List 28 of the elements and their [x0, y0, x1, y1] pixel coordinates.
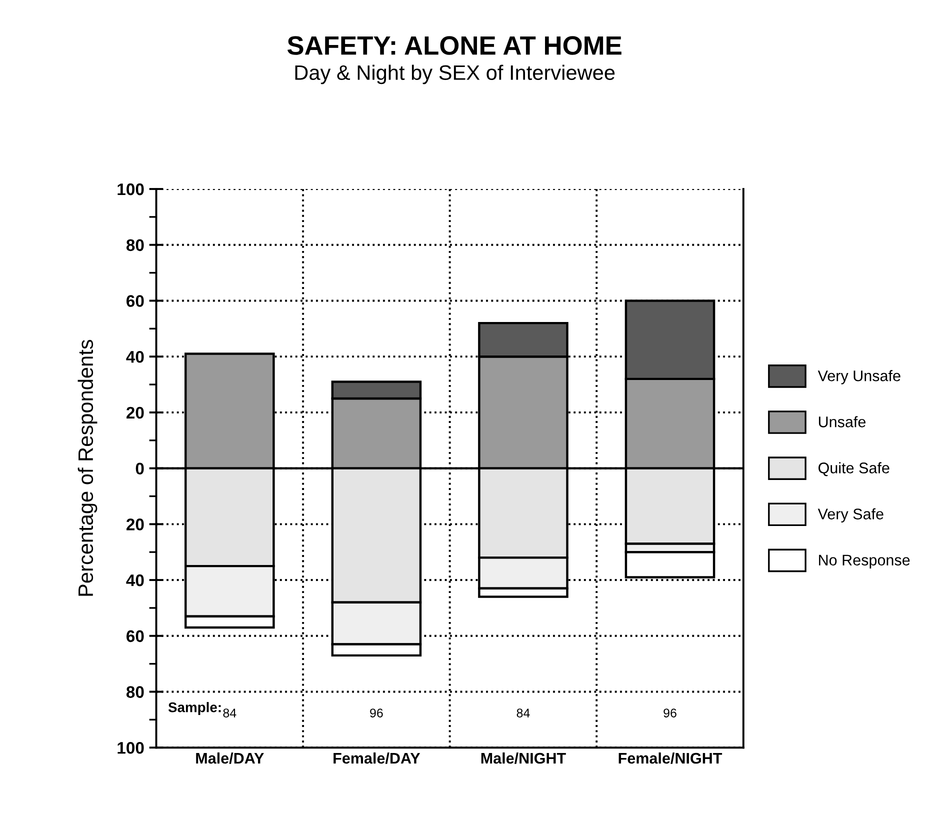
- legend-label: Very Unsafe: [818, 370, 900, 384]
- annotation: 84: [516, 708, 530, 718]
- annotation: 84: [223, 708, 236, 718]
- x-tick-label: Female/DAY: [334, 752, 420, 764]
- y-tick-label: 60: [126, 295, 144, 307]
- annotation: 96: [664, 708, 676, 718]
- y-tick-label: 40: [126, 350, 144, 363]
- legend-label: Quite Safe: [818, 462, 890, 476]
- legend-label: Very Safe: [818, 508, 884, 522]
- y-tick-label: 100: [118, 742, 144, 754]
- legend-label: No Response: [819, 554, 910, 569]
- x-tick-label: Male/NIGHT: [481, 752, 566, 764]
- y-tick-label: 20: [126, 518, 144, 530]
- y-tick-label: 80: [126, 239, 144, 252]
- chart-title: SAFETY: ALONE AT HOME: [287, 36, 622, 55]
- y-tick-label: 80: [126, 686, 144, 698]
- y-tick-label: 40: [126, 574, 144, 586]
- annotation: Sample:: [168, 702, 221, 715]
- legend-label: Unsafe: [818, 416, 866, 428]
- y-tick-label: 100: [118, 183, 144, 196]
- y-axis-title: Percentage of Respondents: [78, 340, 98, 596]
- y-tick-label: 60: [126, 630, 144, 642]
- x-tick-label: Male/DAY: [196, 752, 264, 764]
- chart-subtitle: Day & Night by SEX of Interviewee: [295, 64, 615, 84]
- y-tick-label: 20: [126, 406, 144, 419]
- y-tick-label: 0: [136, 462, 144, 475]
- annotation: 96: [370, 708, 383, 718]
- x-tick-label: Female/NIGHT: [618, 752, 722, 764]
